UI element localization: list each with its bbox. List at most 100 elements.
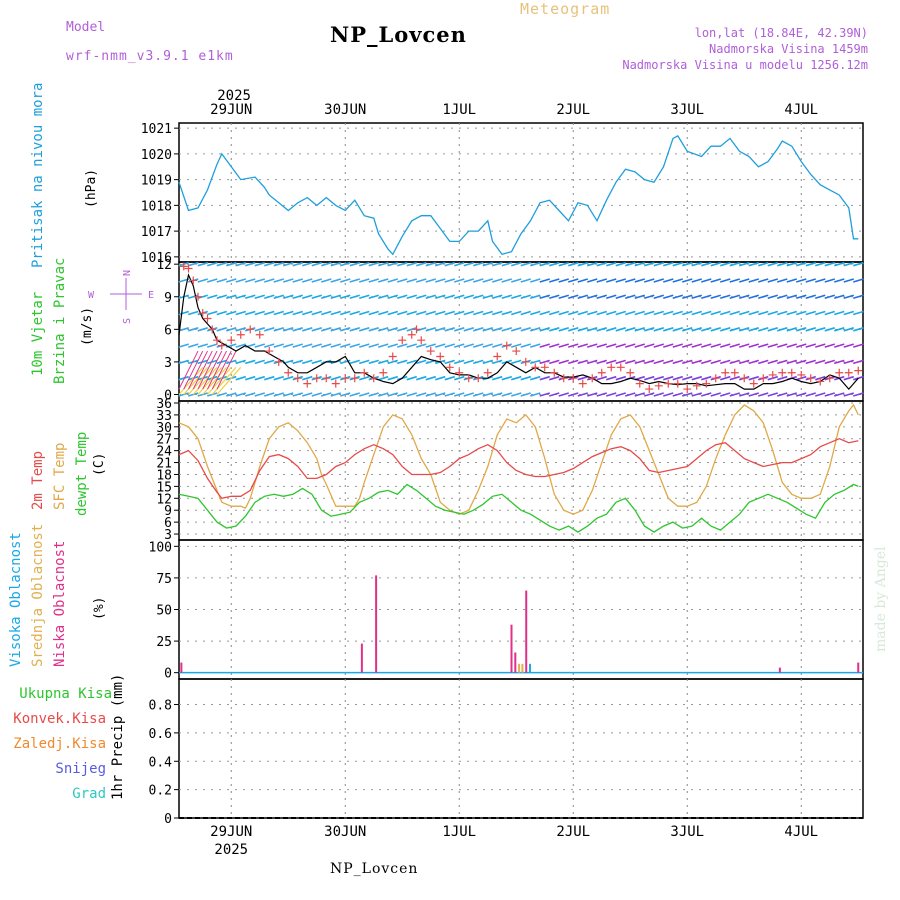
pressure-ytick-label: 1019	[141, 174, 172, 189]
wind-barb	[796, 359, 807, 365]
wind-ytick-label: 3	[164, 356, 172, 371]
wind-barb	[710, 359, 721, 365]
wind-barb	[330, 392, 341, 397]
wind-barb	[511, 294, 522, 300]
wind-barb	[625, 261, 636, 267]
wind-barb	[416, 375, 427, 381]
wind-barb	[777, 261, 788, 267]
wind-barb	[558, 261, 569, 267]
precip-legend-5: Grad	[72, 786, 106, 802]
wind-gust-marker	[236, 330, 245, 339]
wind-barb	[425, 392, 436, 397]
wind-barb	[758, 343, 769, 348]
wind-barb	[511, 310, 522, 316]
wind-barb	[682, 392, 693, 397]
wind-barb	[663, 278, 674, 283]
wind-barb	[834, 310, 845, 316]
wind-barb	[767, 343, 778, 348]
wind-barb	[720, 392, 731, 397]
wind-barb	[824, 327, 835, 332]
precip-legend-2: Konvek.Kisa	[13, 711, 106, 727]
wind-barb	[226, 261, 237, 267]
wind-barb	[302, 392, 313, 397]
wind-barb	[539, 375, 550, 381]
wind-barb	[197, 327, 208, 332]
wind-barb	[539, 261, 550, 267]
wind-barb	[805, 278, 816, 283]
wind-barb	[302, 343, 313, 348]
year-label-top: 2025	[217, 88, 251, 104]
wind-barb	[283, 261, 294, 267]
wind-barb	[368, 392, 379, 397]
precip-legend-3: Zaledj.Kisa	[13, 736, 106, 752]
wind-barb	[197, 261, 208, 267]
wind-gust-marker	[445, 363, 454, 372]
wind-barb	[492, 392, 503, 397]
wind-barb	[330, 343, 341, 348]
temp-ytick-label: 21	[156, 457, 172, 472]
wind-barb	[549, 327, 560, 332]
wind-barb	[340, 261, 351, 267]
wind-speed-line	[178, 273, 859, 391]
wind-barb	[444, 343, 455, 348]
wind-barb	[653, 261, 664, 267]
wind-barb	[729, 343, 740, 348]
wind-barb	[188, 310, 199, 316]
wind-barb	[302, 327, 313, 332]
pressure-ytick-label: 1018	[141, 199, 172, 214]
wind-barb	[530, 261, 541, 267]
wind-barb	[235, 310, 246, 316]
wind-barb	[663, 327, 674, 332]
wind-barb	[767, 278, 778, 283]
wind-barb	[615, 327, 626, 332]
wind-barb	[653, 327, 664, 332]
wind-barb	[672, 375, 683, 381]
wind-barb	[178, 343, 189, 348]
wind-barb	[720, 278, 731, 283]
wind-gust-marker	[274, 357, 283, 366]
wind-barb	[739, 294, 750, 300]
wind-barb	[834, 278, 845, 283]
wind-barb	[321, 261, 332, 267]
wind-barb	[549, 392, 560, 397]
date-label-bottom: 29JUN	[210, 824, 252, 840]
meteogram-label: Meteogram	[520, 0, 611, 18]
t2m-line	[178, 437, 859, 500]
wind-barb	[378, 261, 389, 267]
wind-barb	[549, 375, 560, 381]
temp-ytick-label: 27	[156, 433, 172, 448]
wind-barb	[207, 310, 218, 316]
wind-barb	[254, 278, 265, 283]
wind-barb	[406, 375, 417, 381]
wind-barb	[663, 392, 674, 397]
model-altitude-label: Nadmorska Visina u modelu 1256.12m	[622, 58, 868, 72]
wind-gust-marker	[664, 379, 673, 388]
wind-barb	[634, 261, 645, 267]
wind-barb	[406, 310, 417, 316]
wind-barb	[577, 278, 588, 283]
wind-barb	[435, 294, 446, 300]
wind-barb	[368, 310, 379, 316]
wind-barb	[387, 261, 398, 267]
wind-barb	[625, 343, 636, 348]
wind-barb	[321, 294, 332, 300]
wind-barb	[226, 294, 237, 300]
wind-barb	[435, 261, 446, 267]
wind-barb	[283, 375, 294, 381]
wind-barb	[530, 375, 541, 381]
wind-barb	[473, 392, 484, 397]
wind-barb	[482, 278, 493, 283]
wind-barb	[587, 294, 598, 300]
wind-barb	[577, 392, 588, 397]
wind-barb	[653, 294, 664, 300]
wind-barb	[767, 392, 778, 397]
wind-barb	[188, 350, 208, 390]
cloud-bar	[529, 663, 532, 673]
wind-gust-marker	[806, 374, 815, 383]
wind-barb	[501, 310, 512, 316]
wind-barb	[245, 375, 256, 381]
wind-barb	[254, 310, 265, 316]
wind-barb	[720, 310, 731, 316]
wind-barb	[729, 327, 740, 332]
wind-barb	[796, 261, 807, 267]
